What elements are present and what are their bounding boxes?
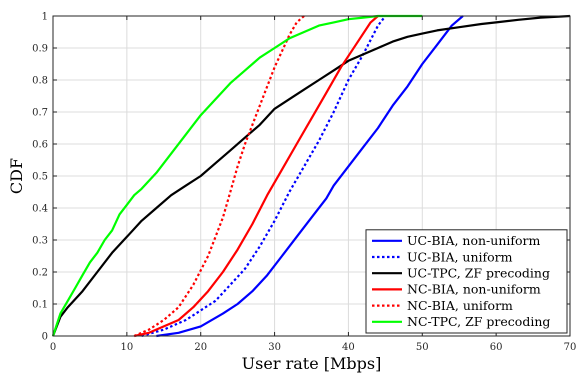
series-line bbox=[133, 15, 379, 338]
legend-label: NC-BIA, uniform bbox=[407, 298, 513, 313]
y-tick-label: 1 bbox=[42, 12, 48, 23]
y-tick-label: 0.4 bbox=[32, 204, 48, 215]
legend-label: NC-TPC, ZF precoding bbox=[407, 314, 550, 329]
x-tick-label: 30 bbox=[268, 342, 281, 353]
y-tick-label: 0.2 bbox=[32, 268, 48, 279]
x-tick-label: 10 bbox=[120, 342, 133, 353]
legend-label: UC-TPC, ZF precoding bbox=[407, 266, 550, 281]
y-tick-label: 0.1 bbox=[32, 300, 48, 311]
tick-layer: 0 10 20 30 40 50 60 70 0 0.1 0.2 0.3 0.4 0.5 0.6 0.7 0.8… bbox=[32, 12, 576, 354]
y-tick-label: 0.3 bbox=[32, 236, 48, 247]
legend-label: UC-BIA, non-uniform bbox=[407, 233, 540, 248]
series-line bbox=[141, 15, 387, 338]
x-tick-label: 50 bbox=[416, 342, 429, 353]
series-line bbox=[133, 15, 305, 338]
y-tick-label: 0.5 bbox=[32, 172, 48, 183]
x-tick-label: 40 bbox=[342, 342, 355, 353]
y-tick-label: 0.8 bbox=[32, 76, 48, 87]
series-line bbox=[51, 14, 571, 337]
series-layer bbox=[51, 14, 571, 338]
legend-box bbox=[365, 229, 568, 334]
y-tick-label: 0 bbox=[42, 332, 48, 343]
y-tick-label: 0.6 bbox=[32, 140, 48, 151]
x-tick-label: 60 bbox=[490, 342, 503, 353]
series-line bbox=[51, 14, 423, 337]
grid bbox=[52, 15, 571, 337]
x-tick-label: 0 bbox=[50, 342, 56, 353]
x-tick-label: 70 bbox=[564, 342, 577, 353]
series-line bbox=[156, 15, 464, 338]
legend-label: UC-BIA, uniform bbox=[407, 249, 513, 264]
y-tick-label: 0.9 bbox=[32, 44, 48, 55]
y-tick-label: 0.7 bbox=[32, 108, 48, 119]
legend-label: NC-BIA, non-uniform bbox=[407, 282, 541, 297]
y-axis-label: CDF bbox=[7, 158, 26, 194]
x-axis-label: User rate [Mbps] bbox=[242, 354, 382, 373]
x-tick-label: 20 bbox=[194, 342, 207, 353]
